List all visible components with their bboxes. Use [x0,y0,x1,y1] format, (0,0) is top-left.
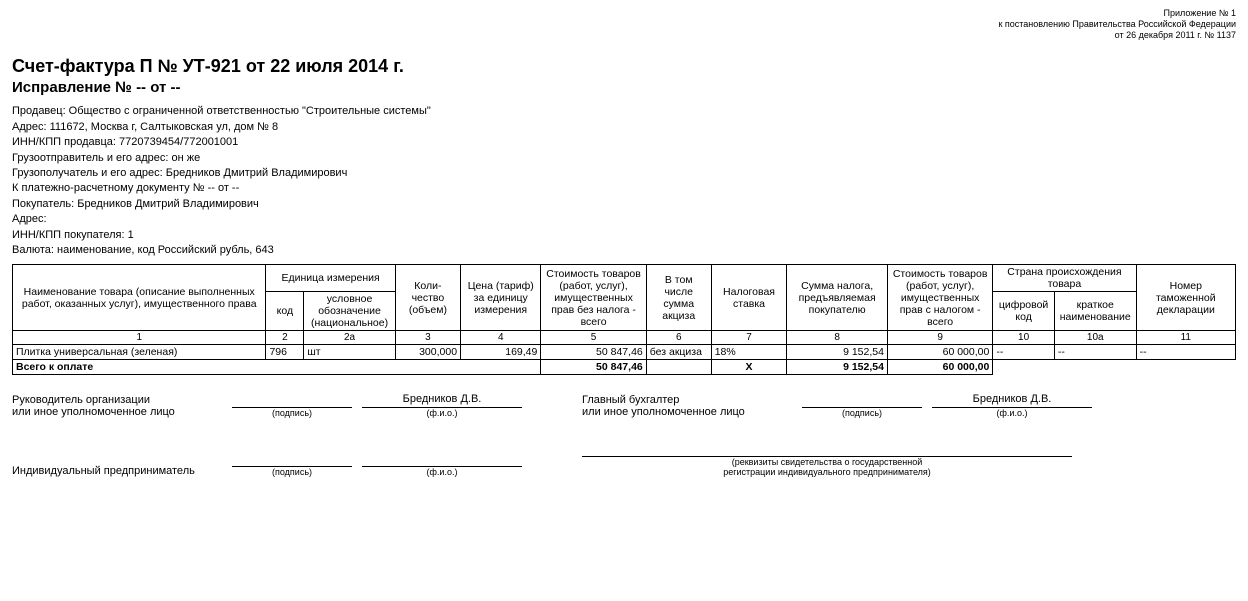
cell-cost-with-tax: 60 000,00 [887,345,992,360]
col-excise: В том числе сумма акциза [646,265,711,331]
total-empty-tail [993,360,1236,375]
total-empty [646,360,711,375]
col-tax-sum: Сумма налога, предъявляемая покупателю [787,265,888,331]
cell-cost-no-tax: 50 847,46 [541,345,646,360]
cell-name: Плитка универсальная (зеленая) [13,345,266,360]
total-label: Всего к оплате [13,360,541,375]
req-caption-line: (реквизиты свидетельства о государственн… [582,457,1072,467]
cell-qty: 300,000 [395,345,460,360]
shipper-line: Грузоотправитель и его адрес: он же [12,151,1236,166]
buyer-line: Покупатель: Бредников Дмитрий Владимиров… [12,197,1236,212]
col-cost-with-tax: Стоимость товаров (работ, услуг), имущес… [887,265,992,331]
fio-caption: (ф.и.о.) [362,467,522,477]
ip-sign-line [232,452,352,467]
appendix-line: от 26 декабря 2011 г. № 1137 [12,30,1236,41]
colnum: 6 [646,331,711,345]
col-declaration: Номер таможенной декларации [1136,265,1235,331]
total-tax-sum: 9 152,54 [787,360,888,375]
sign-caption: (подпись) [232,408,352,418]
appendix-block: Приложение № 1 к постановлению Правитель… [12,8,1236,40]
cell-price: 169,49 [461,345,541,360]
colnum: 5 [541,331,646,345]
head-label: Руководитель организации или иное уполно… [12,394,222,418]
sign-caption: (подпись) [802,408,922,418]
col-name: Наименование товара (описание выполненны… [13,265,266,331]
appendix-line: к постановлению Правительства Российской… [12,19,1236,30]
cell-unit-name: шт [304,345,395,360]
accountant-label-line: или иное уполномоченное лицо [582,406,792,418]
document-title: Счет-фактура П № УТ-921 от 22 июля 2014 … [12,56,1236,77]
colnum: 10 [993,331,1055,345]
invoice-table: Наименование товара (описание выполненны… [12,264,1236,375]
signatures-block: Руководитель организации или иное уполно… [12,393,1236,477]
buyer-address-line: Адрес: [12,212,1236,227]
ip-fio-line [362,452,522,467]
req-caption: (реквизиты свидетельства о государственн… [582,457,1072,477]
cell-country-code: -- [993,345,1055,360]
seller-line: Продавец: Общество с ограниченной ответс… [12,104,1236,119]
inn-kpp-buyer-line: ИНН/КПП покупателя: 1 [12,228,1236,243]
col-cost-no-tax: Стоимость товаров (работ, услуг), имущес… [541,265,646,331]
accountant-label: Главный бухгалтер или иное уполномоченно… [582,394,792,418]
colnum: 11 [1136,331,1235,345]
colnum: 10а [1054,331,1136,345]
colnum: 3 [395,331,460,345]
colnum: 2 [266,331,304,345]
consignee-line: Грузополучатель и его адрес: Бредников Д… [12,166,1236,181]
ip-req-line [582,442,1072,457]
table-row: Плитка универсальная (зеленая) 796 шт 30… [13,345,1236,360]
document-subtitle: Исправление № -- от -- [12,79,1236,96]
colnum: 7 [711,331,787,345]
head-label-line: Руководитель организации [12,394,222,406]
head-label-line: или иное уполномоченное лицо [12,406,222,418]
cell-tax-sum: 9 152,54 [787,345,888,360]
total-row: Всего к оплате 50 847,46 Х 9 152,54 60 0… [13,360,1236,375]
accountant-fio-line: Бредников Д.В. [932,393,1092,408]
currency-line: Валюта: наименование, код Российский руб… [12,243,1236,258]
cell-declaration: -- [1136,345,1235,360]
col-country-name: краткое наименование [1054,292,1136,331]
appendix-line: Приложение № 1 [12,8,1236,19]
total-cost-no-tax: 50 847,46 [541,360,646,375]
colnum: 2а [304,331,395,345]
cell-excise: без акциза [646,345,711,360]
col-price: Цена (тариф) за единицу измерения [461,265,541,331]
colnum: 9 [887,331,992,345]
col-unit: Единица измерения [266,265,395,292]
col-tax-rate: Налоговая ставка [711,265,787,331]
col-country: Страна происхождения товара [993,265,1136,292]
colnum: 8 [787,331,888,345]
cell-tax-rate: 18% [711,345,787,360]
fio-caption: (ф.и.о.) [932,408,1092,418]
ip-label: Индивидуальный предприниматель [12,465,222,477]
head-sign-line [232,393,352,408]
address-line: Адрес: 111672, Москва г, Салтыковская ул… [12,120,1236,135]
colnum: 4 [461,331,541,345]
total-tax-rate: Х [711,360,787,375]
col-unit-code: код [266,292,304,331]
accountant-sign-line [802,393,922,408]
head-fio-line: Бредников Д.В. [362,393,522,408]
sign-caption: (подпись) [232,467,352,477]
fio-caption: (ф.и.о.) [362,408,522,418]
req-caption-line: регистрации индивидуального предпринимат… [582,467,1072,477]
col-qty: Коли-чество (объем) [395,265,460,331]
col-unit-name: условное обозначение (национальное) [304,292,395,331]
cell-unit-code: 796 [266,345,304,360]
cell-country-name: -- [1054,345,1136,360]
colnum: 1 [13,331,266,345]
payment-doc-line: К платежно-расчетному документу № -- от … [12,181,1236,196]
col-country-code: цифровой код [993,292,1055,331]
total-cost-with-tax: 60 000,00 [887,360,992,375]
accountant-label-line: Главный бухгалтер [582,394,792,406]
inn-kpp-seller-line: ИНН/КПП продавца: 7720739454/772001001 [12,135,1236,150]
